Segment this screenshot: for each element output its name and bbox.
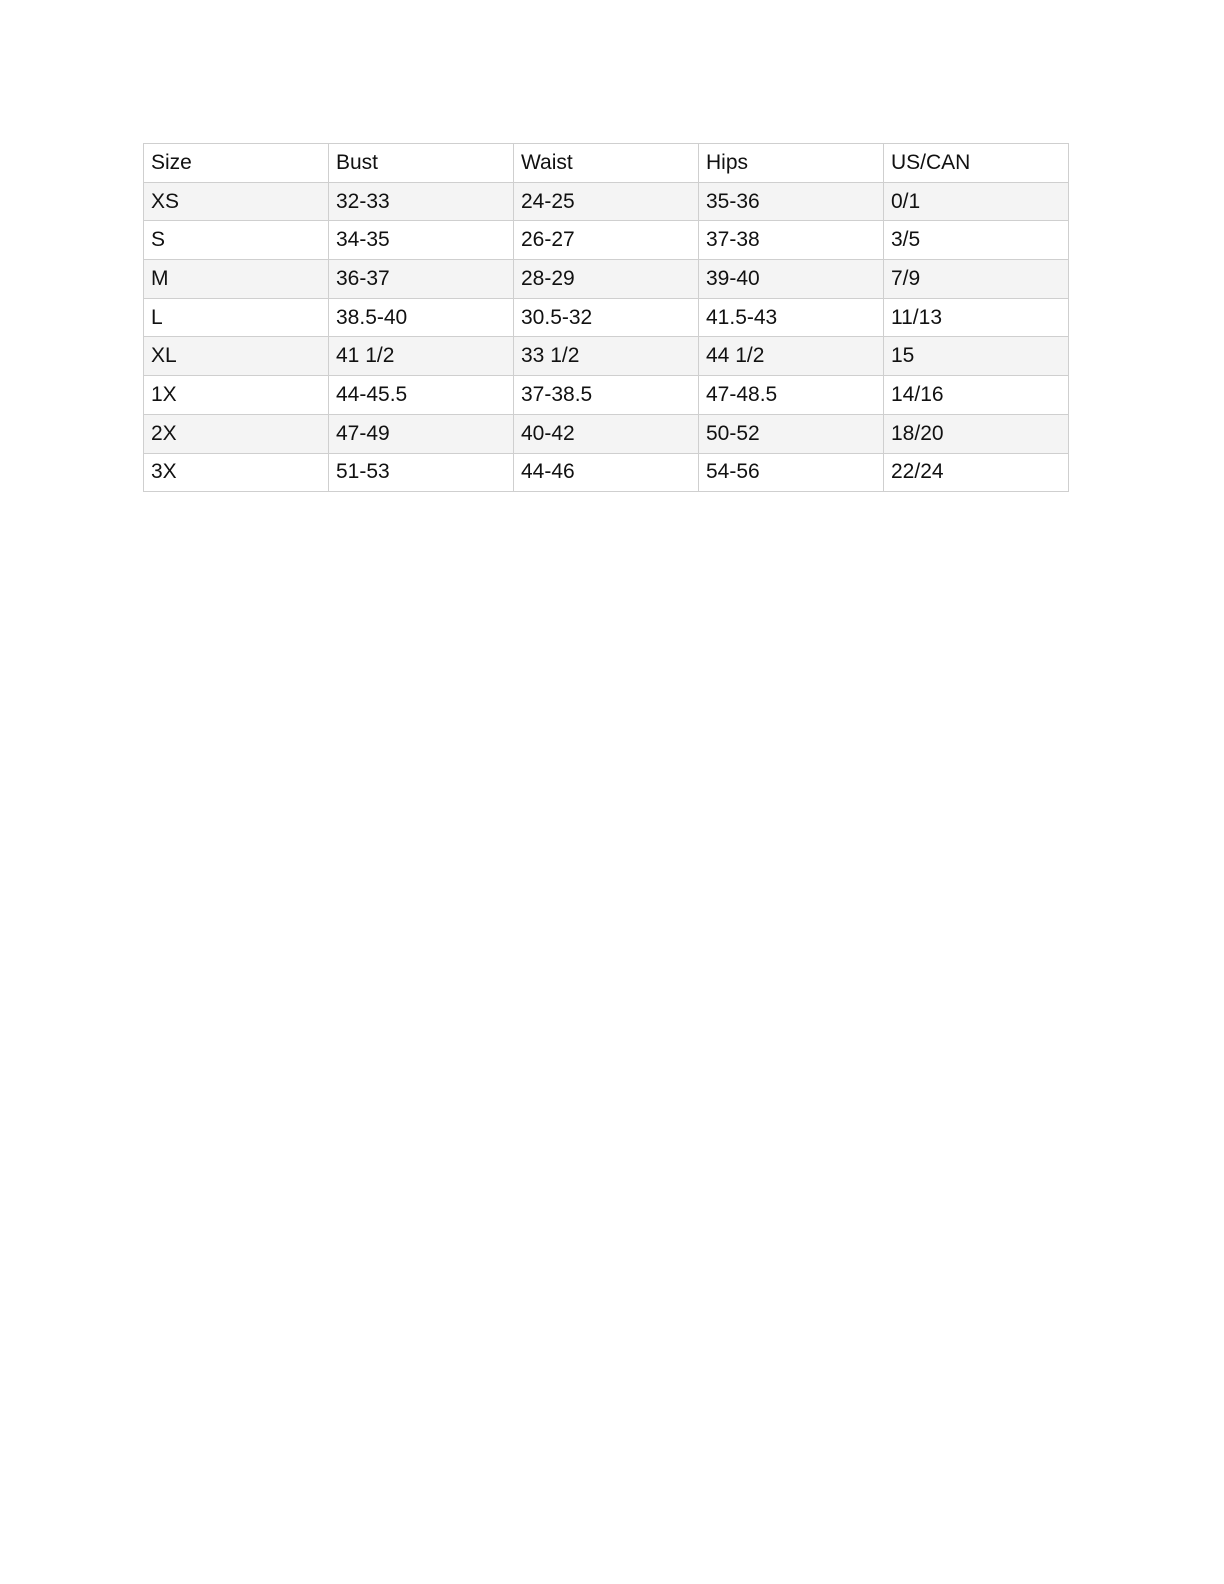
table-cell: 41 1/2 bbox=[328, 336, 514, 377]
table-cell: M bbox=[143, 259, 329, 299]
table-row: XS 32-33 24-25 35-36 0/1 bbox=[143, 181, 1069, 222]
table-cell: 44 1/2 bbox=[698, 336, 884, 377]
table-cell: 24-25 bbox=[513, 181, 699, 222]
table-cell: 50-52 bbox=[698, 413, 884, 454]
table-cell: 41.5-43 bbox=[698, 297, 884, 338]
table-cell: 40-42 bbox=[513, 413, 699, 454]
header-cell: Bust bbox=[328, 143, 514, 183]
table-cell: XL bbox=[143, 336, 329, 377]
table-cell: 39-40 bbox=[698, 259, 884, 299]
table-cell: 15 bbox=[883, 336, 1069, 377]
table-row: S 34-35 26-27 37-38 3/5 bbox=[143, 220, 1069, 261]
header-row: Size Bust Waist Hips US/CAN bbox=[143, 143, 1069, 183]
table-cell: 0/1 bbox=[883, 181, 1069, 222]
table-row: XL 41 1/2 33 1/2 44 1/2 15 bbox=[143, 336, 1069, 377]
table-cell: 38.5-40 bbox=[328, 297, 514, 338]
table-cell: 54-56 bbox=[698, 452, 884, 493]
table-cell: 2X bbox=[143, 413, 329, 454]
table-cell: 37-38 bbox=[698, 220, 884, 261]
table-cell: 47-49 bbox=[328, 413, 514, 454]
table-cell: 22/24 bbox=[883, 452, 1069, 493]
table-cell: 32-33 bbox=[328, 181, 514, 222]
header-cell: Waist bbox=[513, 143, 699, 183]
table-row: 3X 51-53 44-46 54-56 22/24 bbox=[143, 452, 1069, 493]
table-cell: XS bbox=[143, 181, 329, 222]
table-cell: 28-29 bbox=[513, 259, 699, 299]
size-chart-table: Size Bust Waist Hips US/CAN XS 32-33 24-25… bbox=[143, 143, 1069, 493]
table-cell: 26-27 bbox=[513, 220, 699, 261]
table-row: L 38.5-40 30.5-32 41.5-43 11/13 bbox=[143, 297, 1069, 338]
table-cell: 18/20 bbox=[883, 413, 1069, 454]
header-cell: Hips bbox=[698, 143, 884, 183]
table-cell: 11/13 bbox=[883, 297, 1069, 338]
table-row: 1X 44-45.5 37-38.5 47-48.5 14/16 bbox=[143, 375, 1069, 415]
header-cell: Size bbox=[143, 143, 329, 183]
table-cell: 33 1/2 bbox=[513, 336, 699, 377]
table-cell: 7/9 bbox=[883, 259, 1069, 299]
table-cell: 51-53 bbox=[328, 452, 514, 493]
table-cell: 37-38.5 bbox=[513, 375, 699, 415]
table-cell: 35-36 bbox=[698, 181, 884, 222]
table-cell: L bbox=[143, 297, 329, 338]
table-cell: 1X bbox=[143, 375, 329, 415]
table-cell: S bbox=[143, 220, 329, 261]
table-cell: 47-48.5 bbox=[698, 375, 884, 415]
table-cell: 30.5-32 bbox=[513, 297, 699, 338]
table-row: 2X 47-49 40-42 50-52 18/20 bbox=[143, 413, 1069, 454]
header-cell: US/CAN bbox=[883, 143, 1069, 183]
table-cell: 36-37 bbox=[328, 259, 514, 299]
table-cell: 34-35 bbox=[328, 220, 514, 261]
table-cell: 44-46 bbox=[513, 452, 699, 493]
table-row: M 36-37 28-29 39-40 7/9 bbox=[143, 259, 1069, 299]
table-cell: 14/16 bbox=[883, 375, 1069, 415]
size-chart-body: Size Bust Waist Hips US/CAN XS 32-33 24-25… bbox=[143, 143, 1069, 493]
table-cell: 3/5 bbox=[883, 220, 1069, 261]
table-cell: 44-45.5 bbox=[328, 375, 514, 415]
table-cell: 3X bbox=[143, 452, 329, 493]
